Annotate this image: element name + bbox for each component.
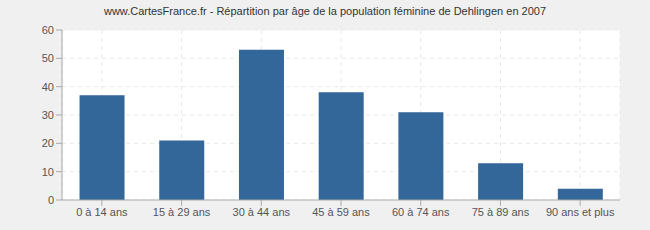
svg-text:60 à 74 ans: 60 à 74 ans	[392, 206, 450, 218]
svg-text:0: 0	[48, 194, 54, 206]
svg-text:45 à 59 ans: 45 à 59 ans	[312, 206, 370, 218]
svg-text:10: 10	[42, 166, 54, 178]
svg-text:40: 40	[42, 81, 54, 93]
svg-text:20: 20	[42, 137, 54, 149]
svg-text:15 à 29 ans: 15 à 29 ans	[153, 206, 211, 218]
svg-text:30: 30	[42, 109, 54, 121]
svg-text:30 à 44 ans: 30 à 44 ans	[233, 206, 291, 218]
svg-text:0 à 14 ans: 0 à 14 ans	[76, 206, 128, 218]
svg-text:90 ans et plus: 90 ans et plus	[546, 206, 615, 218]
svg-text:50: 50	[42, 52, 54, 64]
svg-text:60: 60	[42, 24, 54, 36]
svg-text:75 à 89 ans: 75 à 89 ans	[472, 206, 530, 218]
html-text:www.CartesFrance.fr - Répartit: www.CartesFrance.fr - Répartition par âg…	[103, 5, 546, 17]
